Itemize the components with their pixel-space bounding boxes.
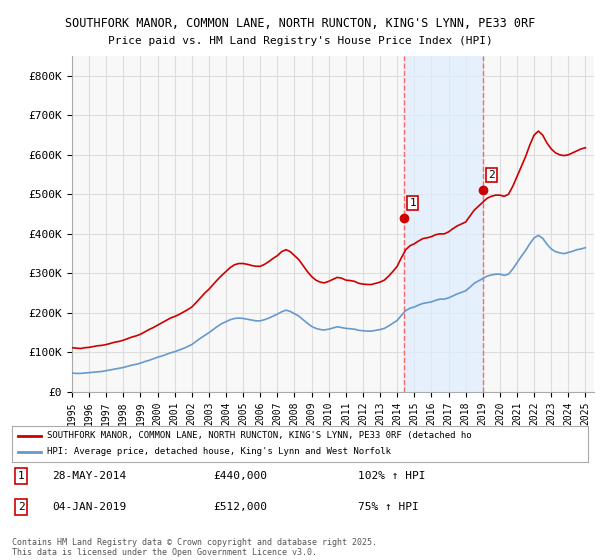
Text: HPI: Average price, detached house, King's Lynn and West Norfolk: HPI: Average price, detached house, King… (47, 447, 391, 456)
Text: Contains HM Land Registry data © Crown copyright and database right 2025.
This d: Contains HM Land Registry data © Crown c… (12, 538, 377, 557)
Text: 102% ↑ HPI: 102% ↑ HPI (358, 471, 425, 481)
Text: Price paid vs. HM Land Registry's House Price Index (HPI): Price paid vs. HM Land Registry's House … (107, 36, 493, 46)
Text: 2: 2 (18, 502, 25, 512)
Text: SOUTHFORK MANOR, COMMON LANE, NORTH RUNCTON, KING'S LYNN, PE33 0RF (detached ho: SOUTHFORK MANOR, COMMON LANE, NORTH RUNC… (47, 431, 471, 440)
Text: 1: 1 (18, 471, 25, 481)
Text: £512,000: £512,000 (214, 502, 268, 512)
Text: 1: 1 (410, 198, 416, 208)
Text: 04-JAN-2019: 04-JAN-2019 (52, 502, 127, 512)
Text: 75% ↑ HPI: 75% ↑ HPI (358, 502, 418, 512)
Bar (404, 56, 483, 392)
Text: 28-MAY-2014: 28-MAY-2014 (52, 471, 127, 481)
Text: 2: 2 (488, 170, 495, 180)
Text: SOUTHFORK MANOR, COMMON LANE, NORTH RUNCTON, KING'S LYNN, PE33 0RF: SOUTHFORK MANOR, COMMON LANE, NORTH RUNC… (65, 17, 535, 30)
Text: £440,000: £440,000 (214, 471, 268, 481)
